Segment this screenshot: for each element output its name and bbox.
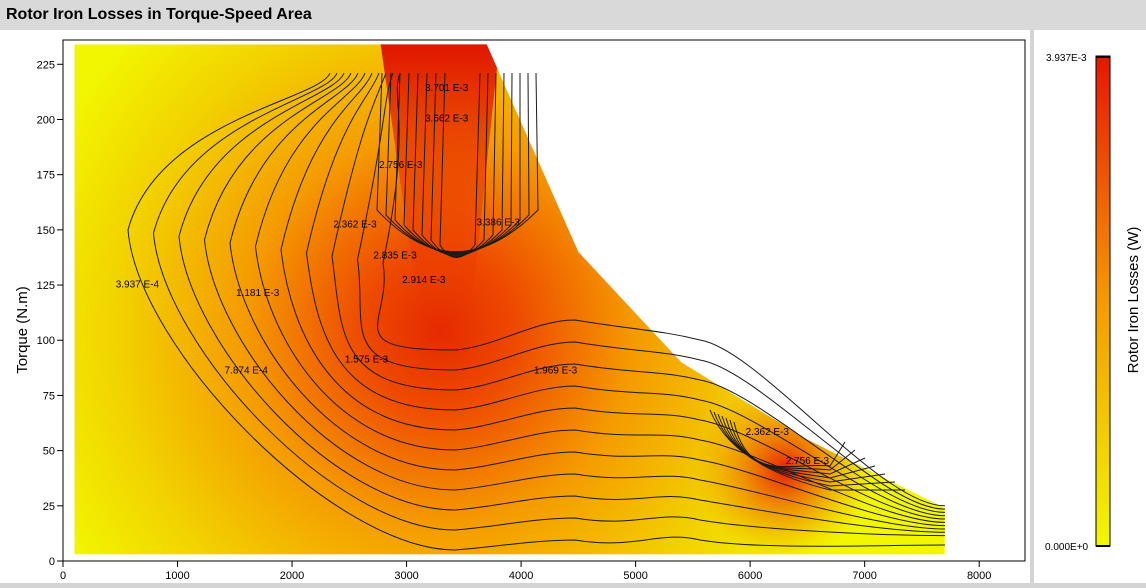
y-tick-label: 150 <box>37 225 55 237</box>
y-axis-label: Torque (N.m) <box>14 286 31 374</box>
chart-title: Rotor Iron Losses in Torque-Speed Area <box>6 6 312 23</box>
contour-label: 2.362 E-3 <box>333 220 377 231</box>
contour-line <box>403 72 513 255</box>
contour-label: 2.362 E-3 <box>746 427 790 438</box>
contour-label: 2.835 E-3 <box>373 251 417 262</box>
contour-line <box>229 72 946 527</box>
contour-label: 3.662 E-3 <box>425 114 469 125</box>
x-tick-label: 6000 <box>738 570 762 582</box>
contour-line <box>430 72 489 257</box>
y-axis: 0 25 50 75 100 125 150 175 200 225 <box>37 59 63 568</box>
contour-line <box>421 72 497 257</box>
x-tick-label: 8000 <box>967 570 991 582</box>
colorbar-gradient <box>1095 55 1111 547</box>
x-axis: 0 1000 2000 3000 4000 5000 6000 7000 8000 <box>60 561 991 582</box>
contour-line <box>439 72 481 258</box>
y-tick-label: 225 <box>37 59 55 71</box>
contour-line <box>725 417 866 475</box>
y-tick-label: 25 <box>43 501 55 513</box>
contour-line <box>377 72 946 507</box>
contour-line <box>412 72 505 256</box>
colorbar-title: Rotor Iron Losses (W) <box>1125 227 1142 374</box>
x-tick-label: 3000 <box>394 570 418 582</box>
x-tick-label: 1000 <box>165 570 189 582</box>
contour-label: 1.181 E-3 <box>236 288 280 299</box>
y-tick-label: 50 <box>43 446 55 458</box>
contour-line <box>733 421 846 468</box>
contour-line <box>385 72 530 253</box>
x-tick-label: 5000 <box>623 570 647 582</box>
contour-label: 7.874 E-4 <box>225 365 269 376</box>
y-tick-label: 125 <box>37 280 55 292</box>
contour-label: 3.386 E-3 <box>477 217 521 228</box>
colorbar: 3.937E-3 0.000E+0 Rotor Iron Losses (W) <box>1045 53 1142 553</box>
contour-label: 1.575 E-3 <box>345 354 389 365</box>
y-tick-label: 75 <box>43 390 55 402</box>
contour-label: 3.937 E-4 <box>116 279 160 290</box>
contour-line <box>356 72 946 510</box>
contour-line <box>305 72 946 517</box>
colorbar-panel: 3.937E-3 0.000E+0 Rotor Iron Losses (W) <box>1034 30 1146 583</box>
plot-panel: 3.937 E-4 7.874 E-4 1.181 E-3 1.575 E-3 1.96… <box>0 30 1030 583</box>
y-tick-label: 200 <box>37 114 55 126</box>
y-tick-label: 100 <box>37 335 55 347</box>
contour-line <box>721 415 876 479</box>
contour-label-group: 3.937 E-4 7.874 E-4 1.181 E-3 1.575 E-3 1.96… <box>116 83 830 467</box>
contour-line <box>709 409 905 491</box>
x-tick-label: 7000 <box>852 570 876 582</box>
colorbar-min-label: 0.000E+0 <box>1045 542 1089 553</box>
contour-label: 3.701 E-3 <box>425 83 469 94</box>
y-tick-label: 0 <box>49 556 55 568</box>
contour-lines <box>127 72 946 551</box>
contour-label: 2.756 E-3 <box>379 160 423 171</box>
contour-label: 2.756 E-3 <box>786 456 830 467</box>
contour-line <box>331 72 946 513</box>
contour-line <box>717 413 886 483</box>
x-tick-label: 0 <box>60 570 66 582</box>
contour-line <box>127 72 946 551</box>
contour-line <box>203 72 946 530</box>
title-bar: Rotor Iron Losses in Torque-Speed Area <box>0 0 1146 30</box>
contour-label: 1.969 E-3 <box>534 365 578 376</box>
y-tick-label: 175 <box>37 170 55 182</box>
contour-line <box>152 72 946 537</box>
x-tick-label: 4000 <box>509 570 533 582</box>
contour-line <box>376 72 539 252</box>
contour-plot: 3.937 E-4 7.874 E-4 1.181 E-3 1.575 E-3 1.96… <box>14 39 1026 582</box>
contour-label: 2.914 E-3 <box>402 275 446 286</box>
contour-line <box>178 72 946 533</box>
colorbar-max-label: 3.937E-3 <box>1046 53 1087 64</box>
contour-line <box>280 72 946 520</box>
x-tick-label: 2000 <box>280 570 304 582</box>
contour-line <box>394 72 521 254</box>
contour-line <box>713 411 896 487</box>
